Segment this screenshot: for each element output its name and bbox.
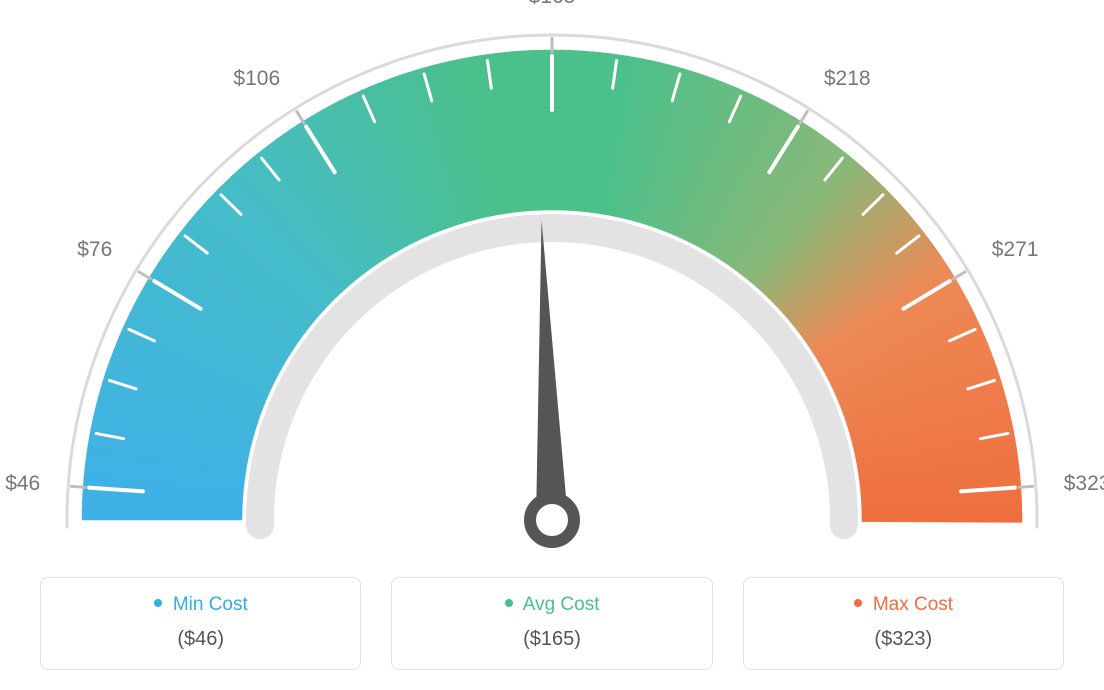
- cost-gauge: $46 $76 $106 $165 $218 $271 $323: [0, 0, 1104, 570]
- legend-title-max: Max Cost: [754, 594, 1053, 616]
- gauge-tick-label: $271: [992, 238, 1039, 261]
- legend-label-avg: Avg Cost: [523, 594, 600, 615]
- dot-avg-icon: [505, 599, 513, 607]
- gauge-tick-label: $323: [1064, 472, 1104, 495]
- gauge-tick-label: $46: [5, 472, 40, 495]
- gauge-tick-label: $106: [233, 67, 280, 90]
- legend-label-min: Min Cost: [173, 594, 248, 615]
- legend-value-max: ($323): [754, 628, 1053, 651]
- gauge-tick-label: $218: [824, 67, 871, 90]
- legend-title-avg: Avg Cost: [402, 594, 701, 616]
- legend-row: Min Cost ($46) Avg Cost ($165) Max Cost …: [40, 577, 1064, 670]
- legend-card-avg: Avg Cost ($165): [391, 577, 712, 670]
- legend-label-max: Max Cost: [873, 594, 953, 615]
- legend-card-max: Max Cost ($323): [743, 577, 1064, 670]
- legend-card-min: Min Cost ($46): [40, 577, 361, 670]
- dot-max-icon: [854, 599, 862, 607]
- dot-min-icon: [154, 599, 162, 607]
- legend-title-min: Min Cost: [51, 594, 350, 616]
- gauge-needle-hub: [530, 498, 574, 542]
- gauge-tick-label: $165: [529, 0, 576, 8]
- gauge-tick-label: $76: [77, 238, 112, 261]
- gauge-needle: [536, 220, 568, 520]
- legend-value-min: ($46): [51, 628, 350, 651]
- legend-value-avg: ($165): [402, 628, 701, 651]
